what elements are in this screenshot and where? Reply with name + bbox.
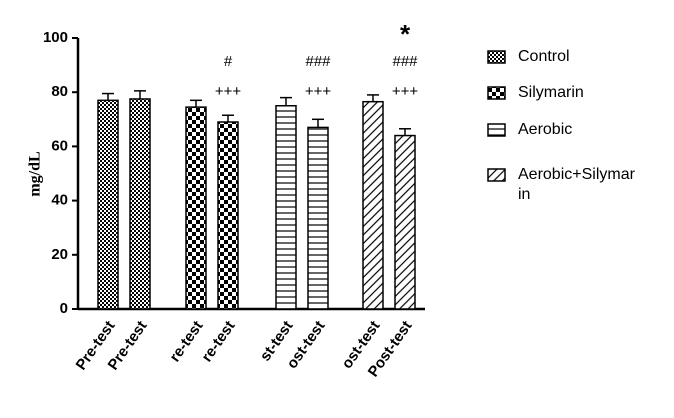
bar xyxy=(394,134,416,310)
y-tick-label: 0 xyxy=(60,300,68,317)
bar xyxy=(185,106,207,310)
y-tick-label: 100 xyxy=(43,29,68,46)
bar xyxy=(97,99,119,310)
bar xyxy=(129,98,151,310)
annotation: # xyxy=(224,53,233,70)
annotation: ### xyxy=(392,53,418,70)
annotation: +++ xyxy=(215,83,242,100)
bar xyxy=(275,105,297,310)
y-tick-label: 80 xyxy=(51,83,68,100)
legend-label: Aerobic+Silymarin xyxy=(518,166,635,203)
y-tick-label: 40 xyxy=(51,192,68,209)
bar xyxy=(307,126,329,310)
legend-label: Control xyxy=(518,48,570,65)
annotation: ### xyxy=(305,53,331,70)
legend-swatch xyxy=(487,86,506,100)
annotation: +++ xyxy=(392,83,419,100)
bar xyxy=(217,121,239,310)
annotation: +++ xyxy=(305,83,332,100)
bar xyxy=(362,100,384,310)
legend-swatch xyxy=(487,50,506,64)
annotation: * xyxy=(400,19,411,49)
x-tick-label: re-test xyxy=(198,318,238,365)
y-axis-label: mg/dL xyxy=(27,151,44,196)
legend-swatch xyxy=(487,123,506,137)
legend-label: Aerobic xyxy=(518,121,573,138)
y-tick-label: 20 xyxy=(51,246,68,263)
legend-label: Silymarin xyxy=(518,84,584,101)
y-tick-label: 60 xyxy=(51,137,68,154)
legend-swatch xyxy=(487,168,506,182)
